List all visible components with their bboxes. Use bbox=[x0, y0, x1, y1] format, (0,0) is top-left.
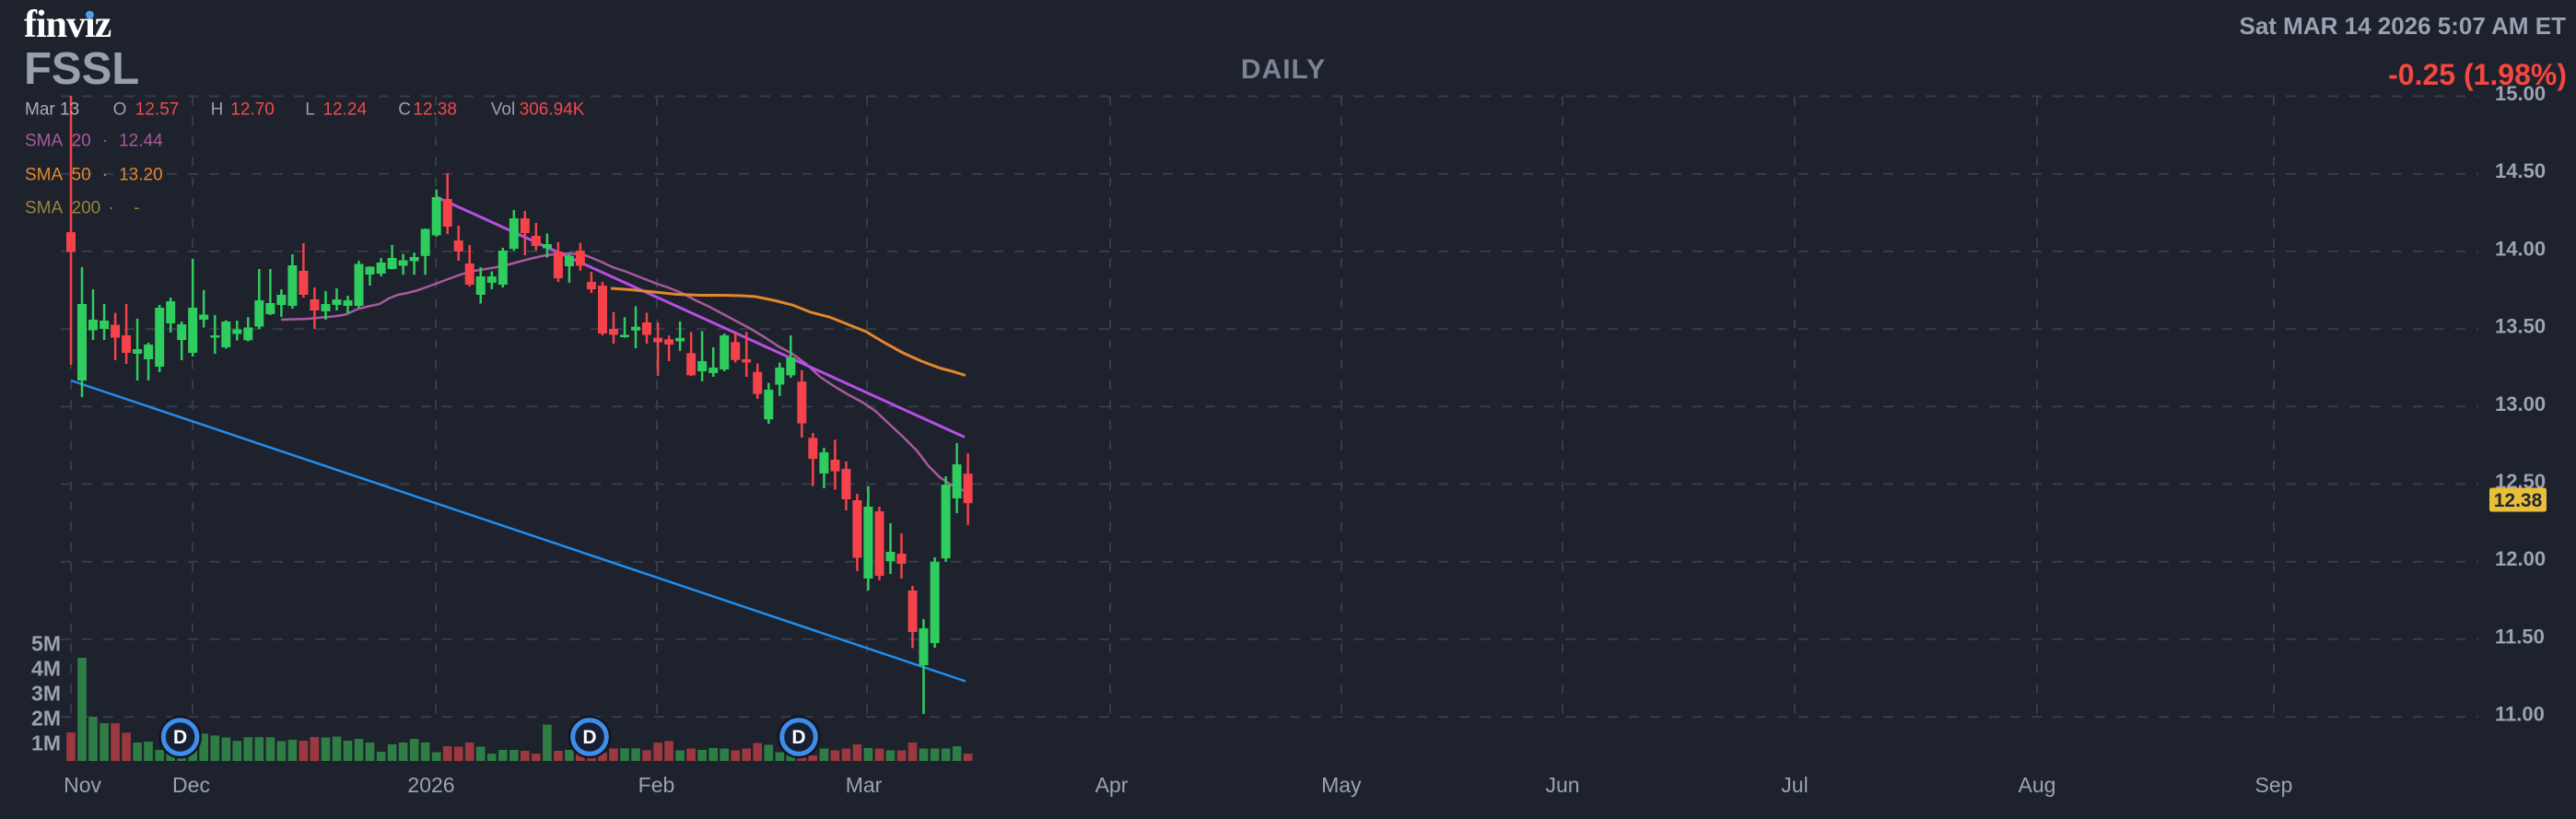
svg-text:Nov: Nov bbox=[64, 773, 101, 797]
svg-text:O: O bbox=[113, 100, 127, 120]
svg-text:D: D bbox=[582, 727, 596, 748]
svg-text:Aug: Aug bbox=[2019, 773, 2056, 797]
svg-text:1M: 1M bbox=[31, 731, 61, 755]
svg-text:14.00: 14.00 bbox=[2495, 237, 2546, 260]
svg-text:2M: 2M bbox=[31, 707, 61, 731]
svg-text:11.00: 11.00 bbox=[2495, 703, 2545, 726]
svg-text:May: May bbox=[1321, 773, 1362, 797]
svg-text:D: D bbox=[173, 727, 187, 748]
svg-text:Mar: Mar bbox=[846, 773, 883, 797]
svg-text:·: · bbox=[109, 199, 114, 218]
svg-text:12.00: 12.00 bbox=[2495, 547, 2546, 570]
svg-text:Sat MAR 14 2026 5:07 AM ET: Sat MAR 14 2026 5:07 AM ET bbox=[2239, 12, 2566, 40]
svg-text:12.70: 12.70 bbox=[230, 100, 275, 120]
svg-text:Mar 13: Mar 13 bbox=[25, 100, 79, 120]
svg-text:·: · bbox=[102, 166, 108, 185]
svg-text:4M: 4M bbox=[31, 657, 61, 681]
svg-text:3M: 3M bbox=[31, 682, 61, 706]
svg-text:DAILY: DAILY bbox=[1241, 54, 1326, 85]
svg-text:200: 200 bbox=[72, 199, 101, 218]
svg-text:15.00: 15.00 bbox=[2495, 82, 2546, 105]
svg-text:Feb: Feb bbox=[638, 773, 675, 797]
svg-text:Vol: Vol bbox=[491, 100, 515, 120]
svg-text:·: · bbox=[102, 132, 108, 151]
svg-text:Jun: Jun bbox=[1545, 773, 1579, 797]
svg-text:13.00: 13.00 bbox=[2495, 392, 2546, 415]
svg-text:D: D bbox=[791, 727, 805, 748]
svg-text:12.44: 12.44 bbox=[119, 132, 163, 151]
svg-text:-: - bbox=[134, 199, 139, 218]
svg-text:finvız: finvız bbox=[24, 4, 111, 46]
svg-text:SMA: SMA bbox=[25, 199, 64, 218]
svg-text:306.94K: 306.94K bbox=[520, 100, 585, 120]
svg-text:Apr: Apr bbox=[1095, 773, 1129, 797]
svg-text:12.57: 12.57 bbox=[135, 100, 180, 120]
svg-text:5M: 5M bbox=[31, 632, 61, 656]
svg-text:12.38: 12.38 bbox=[413, 100, 457, 120]
svg-text:L: L bbox=[305, 100, 315, 120]
svg-text:14.50: 14.50 bbox=[2495, 159, 2546, 182]
svg-text:20: 20 bbox=[72, 132, 91, 151]
svg-text:11.50: 11.50 bbox=[2495, 625, 2545, 648]
svg-text:FSSL: FSSL bbox=[24, 44, 139, 94]
svg-text:Dec: Dec bbox=[172, 773, 210, 797]
svg-text:Jul: Jul bbox=[1781, 773, 1808, 797]
svg-text:50: 50 bbox=[72, 166, 91, 185]
svg-text:12.38: 12.38 bbox=[2494, 490, 2543, 511]
svg-text:H: H bbox=[211, 100, 224, 120]
svg-text:SMA: SMA bbox=[25, 166, 64, 185]
svg-text:2026: 2026 bbox=[407, 773, 454, 797]
svg-text:12.24: 12.24 bbox=[323, 100, 368, 120]
svg-text:13.20: 13.20 bbox=[119, 166, 163, 185]
svg-text:Sep: Sep bbox=[2255, 773, 2293, 797]
svg-text:SMA: SMA bbox=[25, 132, 64, 151]
svg-text:13.50: 13.50 bbox=[2495, 315, 2546, 338]
svg-text:C: C bbox=[398, 100, 411, 120]
svg-text:-0.25 (1.98%): -0.25 (1.98%) bbox=[2388, 58, 2567, 91]
